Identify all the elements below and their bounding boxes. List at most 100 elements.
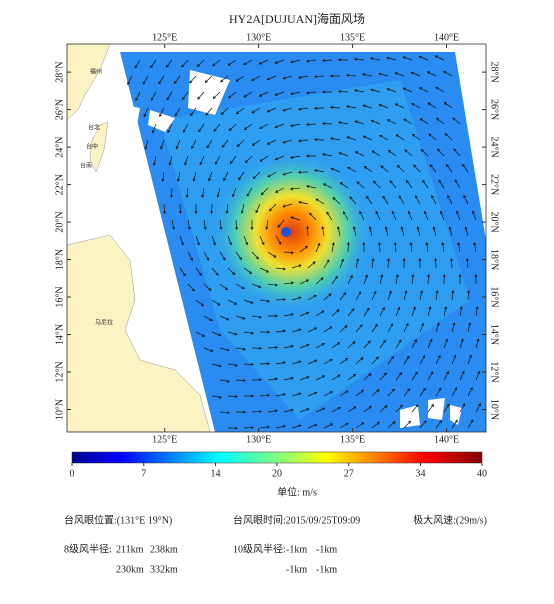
wind-arrow (338, 121, 349, 125)
wind-arrow (331, 309, 340, 317)
wind-arrow (307, 261, 316, 269)
colorbar-tick-label: 0 (70, 468, 75, 479)
wind-arrow (258, 59, 269, 65)
wind-arrow (331, 342, 341, 349)
info-text: 台风眼时间:2015/09/25T09:09 (233, 513, 360, 526)
colorbar-tick-label: 20 (272, 468, 282, 479)
wind-arrow (211, 235, 216, 246)
y-tick-label: 14°N (489, 324, 500, 345)
wind-arrow (219, 251, 226, 261)
wind-arrow (235, 410, 247, 414)
y-tick-label: 10°N (54, 399, 65, 420)
wind-arrow (443, 102, 453, 109)
wind-arrow (411, 306, 416, 317)
wind-arrow (419, 355, 425, 365)
wind-arrow (463, 194, 469, 205)
wind-arrow (267, 409, 278, 413)
wind-arrow (277, 219, 285, 228)
wind-arrow (438, 179, 445, 189)
wind-arrow (347, 341, 356, 349)
wind-arrow (411, 339, 417, 349)
wind-arrow (203, 219, 207, 231)
info-text: -1km (316, 564, 337, 575)
wind-arrow (377, 241, 382, 253)
wind-arrow (447, 194, 453, 205)
wind-arrow (206, 139, 213, 149)
wind-arrow (443, 338, 449, 349)
x-tick-label: 130°E (246, 434, 271, 445)
wind-arrow (427, 102, 437, 109)
wind-arrow (416, 226, 421, 237)
wind-arrow (339, 390, 349, 397)
wind-arrow (379, 135, 389, 141)
wind-arrow (178, 203, 182, 215)
wind-arrow (337, 58, 349, 62)
wind-arrow (150, 59, 157, 69)
wind-arrow (227, 363, 238, 367)
wind-arrow (275, 393, 286, 397)
wind-arrow (387, 290, 392, 301)
y-tick-label: 20°N (489, 211, 500, 232)
wind-arrow (394, 72, 405, 77)
wind-arrow (403, 118, 413, 125)
wind-arrow (274, 155, 285, 161)
wind-arrow (371, 257, 375, 269)
wind-arrow (380, 165, 389, 173)
wind-arrow (275, 329, 287, 333)
wind-arrow (467, 354, 472, 365)
wind-arrow (370, 57, 381, 61)
wind-arrow (161, 171, 165, 183)
wind-arrow (267, 377, 279, 381)
wind-arrow (362, 73, 373, 77)
wind-arrow (338, 152, 349, 157)
wind-arrow (407, 210, 413, 221)
wind-arrow (251, 346, 263, 350)
wind-arrow (203, 251, 209, 261)
wind-arrow (411, 103, 421, 109)
wind-arrow (339, 325, 348, 333)
wind-arrow (282, 107, 293, 112)
wind-arrow (195, 331, 206, 337)
wind-arrow (339, 258, 344, 269)
wind-arrow (331, 407, 341, 413)
y-tick-label: 28°N (54, 61, 65, 82)
wind-arrow (250, 220, 254, 231)
wind-arrow (370, 119, 381, 125)
wind-arrow (418, 55, 429, 61)
wind-arrow (409, 241, 413, 253)
wind-arrow (269, 203, 277, 212)
wind-arrow (152, 155, 157, 166)
wind-arrow (442, 273, 446, 285)
wind-arrow (309, 212, 317, 221)
wind-arrow (298, 107, 309, 111)
wind-arrow (211, 331, 222, 337)
wind-arrow (368, 226, 373, 237)
wind-arrow (243, 59, 253, 66)
wind-arrow (267, 345, 279, 349)
y-tick-label: 16°N (489, 286, 500, 307)
place-label: 台中 (86, 142, 98, 150)
wind-arrow (451, 387, 457, 397)
wind-arrow (243, 91, 253, 98)
wind-arrow (243, 299, 254, 304)
land (89, 121, 109, 173)
wind-arrow (243, 331, 255, 335)
wind-arrow (384, 226, 389, 237)
wind-arrow (282, 139, 293, 144)
wind-arrow (331, 275, 338, 285)
wind-arrow (353, 57, 365, 61)
wind-arrow (266, 75, 277, 81)
wind-arrow (211, 363, 222, 368)
wind-arrow (195, 299, 204, 307)
wind-arrow (291, 264, 302, 269)
wind-arrow (337, 89, 349, 93)
wind-arrow (283, 408, 294, 413)
wind-arrow (371, 389, 380, 397)
wind-arrow (211, 299, 221, 306)
wind-arrow (420, 148, 429, 157)
wind-arrow (291, 424, 302, 429)
colorbar-tick-label: 40 (477, 468, 487, 479)
wind-arrow (413, 164, 421, 173)
info-text: -1km (286, 564, 307, 575)
wind-arrow (403, 290, 408, 301)
